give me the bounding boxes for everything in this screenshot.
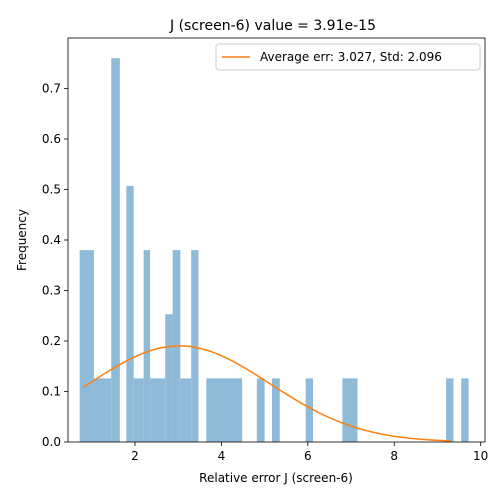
histogram-bar-11	[206, 378, 243, 442]
histogram-bar-10	[191, 250, 199, 442]
legend-entry-label: Average err: 3.027, Std: 2.096	[260, 50, 442, 64]
x-tick-label: 8	[390, 449, 398, 463]
y-axis-ticks: 0.0 0.1 0.2 0.3 0.4 0.5 0.6 0.7	[42, 82, 68, 449]
y-tick-label: 0.3	[42, 284, 61, 298]
normal-fit-curve	[82, 345, 451, 442]
histogram-bars	[79, 58, 469, 442]
y-tick-label: 0.6	[42, 132, 61, 146]
x-tick-label: 4	[218, 449, 226, 463]
histogram-bar-13	[271, 378, 280, 442]
y-tick-label: 0.5	[42, 183, 61, 197]
histogram-bar-3	[126, 185, 134, 442]
histogram-bar-5	[143, 250, 151, 442]
histogram-bar-1	[93, 378, 112, 442]
histogram-bar-14	[305, 378, 314, 442]
histogram-bar-4	[133, 378, 144, 442]
x-tick-label: 6	[304, 449, 312, 463]
histogram-bar-15	[342, 378, 358, 442]
y-tick-label: 0.7	[42, 82, 61, 96]
x-axis-ticks: 2 4 6 8 10	[131, 442, 488, 463]
y-tick-label: 0.0	[42, 435, 61, 449]
y-tick-label: 0.2	[42, 334, 61, 348]
x-axis-label: Relative error J (screen-6)	[199, 471, 353, 485]
histogram-bar-7	[165, 314, 173, 442]
y-axis-label: Frequency	[15, 209, 29, 271]
x-tick-label: 2	[131, 449, 139, 463]
y-tick-label: 0.4	[42, 233, 61, 247]
plot-area: 2 4 6 8 10 0.0 0.1 0.2 0.3 0.4 0.5 0.6 0.7	[42, 37, 488, 463]
histogram-bar-6	[150, 378, 166, 442]
histogram-bar-16	[446, 378, 454, 442]
y-tick-label: 0.1	[42, 385, 61, 399]
legend-box	[215, 43, 481, 71]
legend: Average err: 3.027, Std: 2.096	[215, 43, 481, 71]
chart-title: J (screen-6) value = 3.91e-15	[169, 18, 376, 34]
histogram-bar-0	[79, 250, 94, 442]
histogram-bar-2	[111, 58, 120, 442]
x-tick-label: 10	[473, 449, 488, 463]
histogram-bar-9	[180, 378, 192, 442]
histogram-bar-12	[256, 378, 265, 442]
histogram-bar-17	[461, 378, 469, 442]
